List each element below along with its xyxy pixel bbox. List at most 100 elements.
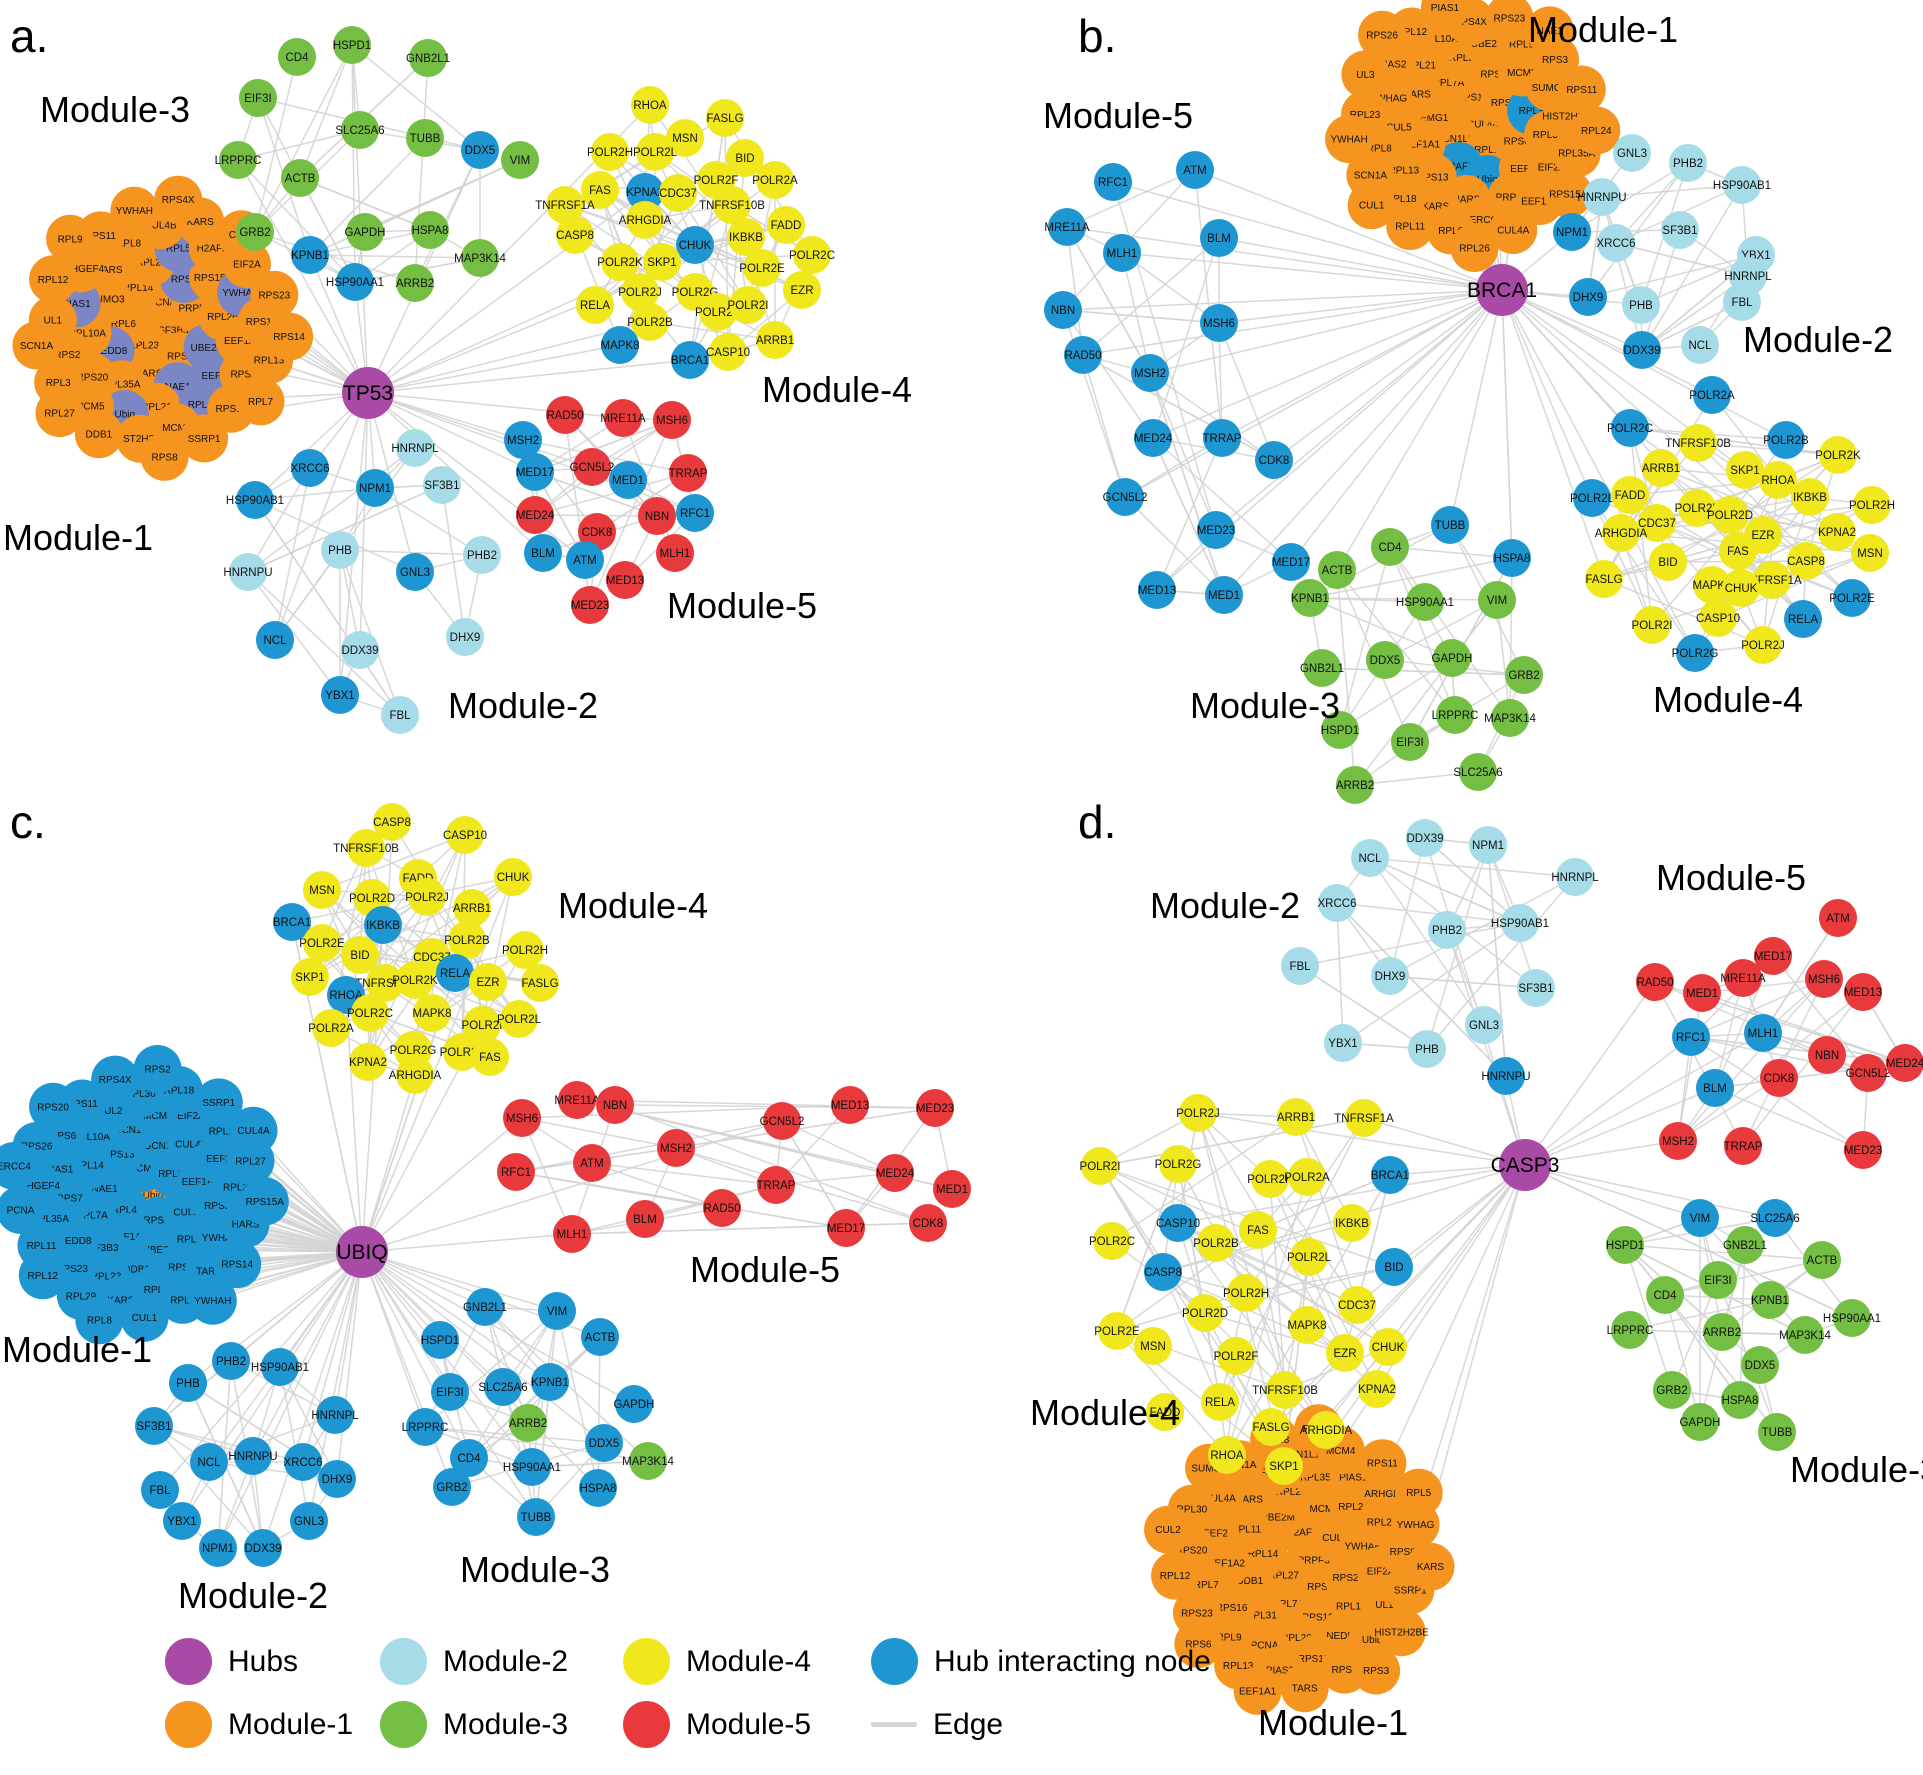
node-label: POLR2L (497, 1014, 542, 1026)
node-label: POLR2H (1849, 500, 1895, 512)
node-SLC25A6 (1756, 1199, 1794, 1237)
node-label: TUBB (1762, 1427, 1793, 1439)
node-FASLG (706, 99, 744, 137)
node-POLR2B (1767, 421, 1805, 459)
node-label: RPS8 (1480, 70, 1507, 81)
node-label: GAPDH (1432, 653, 1473, 665)
node-label: MED17 (1272, 557, 1310, 569)
node-BID (1375, 1248, 1413, 1286)
node-label: FAS (1247, 1225, 1269, 1237)
node-label: POLR2F (694, 175, 739, 187)
node-MED17 (827, 1209, 865, 1247)
node-label: HNRNPL (391, 443, 439, 455)
node-MAP3K14 (1786, 1316, 1824, 1354)
node-FBL (381, 696, 419, 734)
node-label: ERCC4 (1469, 215, 1503, 226)
node-label: ARHGEF4 (1364, 1489, 1412, 1500)
node-label: CDC37 (1338, 1300, 1376, 1312)
node-label: MLH1 (557, 1229, 588, 1241)
node-label: MSH2 (507, 435, 539, 447)
node-label: POLR2J (618, 287, 661, 299)
node-HSP90AB1 (261, 1348, 299, 1386)
panel-c-module-2: PHB2 HSP90AB1 PHB HNRNPL SF3B1 NCL HNRNPU XRCC6… (135, 1342, 359, 1567)
node-RPS23 (1485, 0, 1534, 42)
node-label: RPL14 (1248, 1549, 1279, 1560)
node-POLR2E (1833, 579, 1871, 617)
node-label: KARS (1422, 202, 1450, 213)
legend-label: Module-2 (443, 1644, 569, 1678)
node-NPM1 (1469, 826, 1507, 864)
node-ACTB (1803, 1241, 1841, 1279)
module-label: Module-5 (690, 1249, 840, 1290)
node-label: MCM5 (75, 401, 105, 412)
node-NCL (256, 621, 294, 659)
node-label: SCN1A (115, 1125, 149, 1136)
node-SLC25A6 (341, 111, 379, 149)
node-POLR2L (500, 1000, 538, 1038)
node-MAP3K14 (461, 239, 499, 277)
node-label: EIF3I (244, 93, 271, 105)
node-MSH2 (1659, 1122, 1697, 1160)
node-label: BID (350, 950, 369, 962)
node-ARRB2 (509, 1404, 547, 1442)
node-label: HSPA8 (1722, 1395, 1759, 1407)
panel-letter: b. (1078, 10, 1116, 62)
node-TNFRSF10B (1266, 1371, 1304, 1409)
node-HSPA8 (411, 211, 449, 249)
node-ARRB1 (1642, 449, 1680, 487)
node-POLR2J (1179, 1094, 1217, 1132)
node-label: PRPF3 (178, 304, 211, 315)
node-label: GRB2 (1656, 1385, 1687, 1397)
node-label: RPS15A (194, 273, 233, 284)
node-label: POLR2E (1829, 593, 1875, 605)
panel-c: Ubiq RPL4 MCM4 RPS16 NAE1 RPL24 EEF1A1 RPS13 CUL… (0, 796, 971, 1616)
node-GCN5L2 (1849, 1054, 1887, 1092)
node-label: MSH6 (656, 415, 688, 427)
node-YBX1 (1324, 1024, 1362, 1062)
node-label: NEDD8 (58, 1236, 92, 1247)
node-SKP1 (1726, 451, 1764, 489)
node-label: POLR2G (390, 1045, 437, 1057)
node-label: RPS2 (1307, 1582, 1334, 1593)
node-label: POLR2K (1247, 1174, 1293, 1186)
node-label: HNRNPU (228, 1451, 277, 1463)
node-HSP90AA1 (1833, 1299, 1871, 1337)
node-label: RAD50 (546, 410, 583, 422)
module-label: Module-3 (460, 1549, 610, 1590)
node-label: IKBKB (729, 232, 763, 244)
node-POLR2E (303, 924, 341, 962)
node-CD4 (278, 38, 316, 76)
node-label: DDB1 (123, 1265, 150, 1276)
node-label: SLC25A6 (335, 125, 384, 137)
node-FADD (1146, 1393, 1184, 1431)
node-label: POLR2E (739, 263, 785, 275)
node-label: NPM1 (1472, 840, 1504, 852)
node-MSH2 (1131, 354, 1169, 392)
node-ARRB1 (453, 889, 491, 927)
node-label: POLR2G (672, 287, 719, 299)
node-POLR2D (699, 293, 737, 331)
node-label: CDC37 (1638, 518, 1676, 530)
node-label: RPS3 (230, 369, 257, 380)
node-RHOA (631, 86, 669, 124)
node-label: YWHAG (1397, 1520, 1435, 1531)
node-label: RPS6 (1504, 137, 1531, 148)
node-label: POLR2L (1287, 1252, 1332, 1264)
node-POLR2K (1819, 436, 1857, 474)
node-CHUK (494, 858, 532, 896)
node-label: RELA (580, 300, 610, 312)
node-label: PRPF3 (1496, 193, 1529, 204)
module-label: Module-4 (1030, 1392, 1180, 1433)
node-FAS (1719, 532, 1757, 570)
node-label: GNB2L1 (406, 53, 450, 65)
node-label: CD4 (457, 1453, 481, 1465)
node-label: RPS26 (1366, 30, 1398, 41)
node-PCNA (0, 1185, 45, 1234)
node-label: GNL3 (400, 567, 430, 579)
panel-b-module-2: GNL3PHB2HSP90AB1HNRNPUNPM1XRCC6SF3B1YBX1… (1553, 134, 1775, 369)
node-label: CDK8 (1259, 455, 1290, 467)
node-label: RPS3 (1542, 55, 1569, 66)
node-label: ACTB (1322, 565, 1353, 577)
node-label: MCM5 (143, 1111, 173, 1122)
node-label: GNB2L1 (1723, 1240, 1767, 1252)
